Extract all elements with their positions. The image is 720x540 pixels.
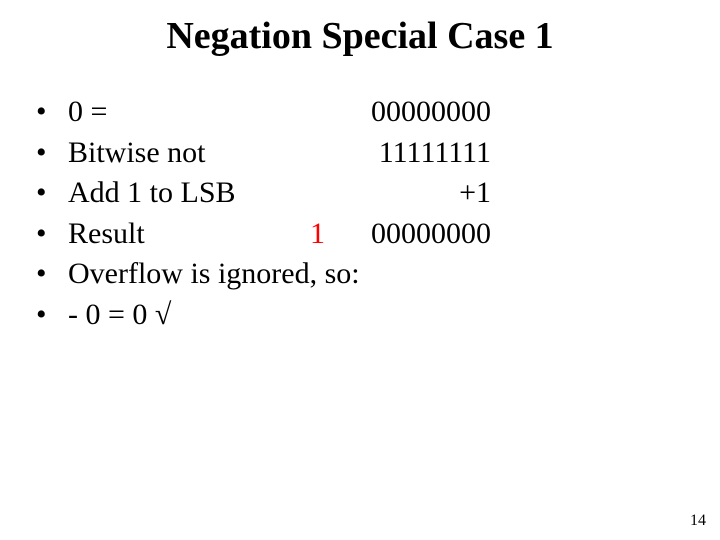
page-number: 14 [690,512,706,530]
item-label: 0 = [68,92,293,133]
slide: Negation Special Case 1 • 0 = 00000000 •… [0,0,720,540]
list-item: • Result 1 00000000 [36,214,491,255]
list-item: • 0 = 00000000 [36,92,491,133]
item-label: Overflow is ignored, so: [68,254,360,295]
bullet-list: • 0 = 00000000 • Bitwise not 11111111 • … [36,92,491,335]
slide-title: Negation Special Case 1 [0,14,720,58]
item-label: - 0 = 0 √ [68,295,171,336]
item-mid-overflow: 1 [293,214,331,255]
bullet-icon: • [36,133,68,174]
item-bits: +1 [331,173,491,214]
item-bits: 00000000 [331,214,491,255]
list-item: • Bitwise not 11111111 [36,133,491,174]
item-label: Bitwise not [68,133,293,174]
list-item: • - 0 = 0 √ [36,295,491,336]
list-item: • Overflow is ignored, so: [36,254,491,295]
item-bits: 11111111 [331,133,491,174]
item-bits: 00000000 [331,92,491,133]
bullet-icon: • [36,295,68,336]
bullet-icon: • [36,254,68,295]
list-item: • Add 1 to LSB +1 [36,173,491,214]
bullet-icon: • [36,214,68,255]
item-label: Result [68,214,293,255]
bullet-icon: • [36,173,68,214]
bullet-icon: • [36,92,68,133]
item-label: Add 1 to LSB [68,173,293,214]
